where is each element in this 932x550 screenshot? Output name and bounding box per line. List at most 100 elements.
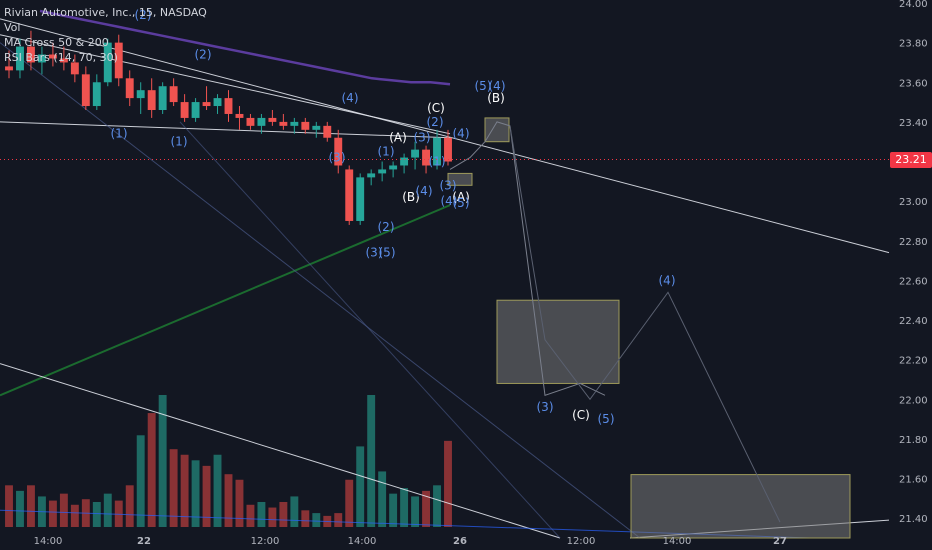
candle: [246, 113, 255, 130]
projection-path: [449, 121, 606, 397]
trendline: [0, 34, 451, 135]
candle-body: [81, 74, 90, 107]
candle-body: [290, 121, 299, 126]
volume-bar: [169, 449, 178, 527]
wave-label: (2): [427, 115, 444, 129]
volume-bar: [191, 460, 200, 527]
candle-body: [5, 66, 13, 71]
indicator-ma-cross[interactable]: MA Cross 50 & 200: [4, 36, 109, 49]
candle-body: [224, 98, 233, 114]
wave-label: (B): [402, 190, 420, 204]
candle: [389, 161, 398, 178]
price-tick-label: 22.60: [899, 276, 928, 287]
volume-bar: [70, 504, 79, 527]
candle: [202, 86, 211, 110]
wave-label: (2): [378, 220, 395, 234]
price-tick-label: 21.80: [899, 435, 928, 446]
indicator-rsi-bars[interactable]: RSI Bars (14, 70, 30): [4, 51, 118, 64]
candle: [158, 82, 167, 114]
candle-body: [257, 117, 266, 126]
trendline: [0, 363, 561, 539]
candle: [279, 113, 288, 130]
time-tick-label: 27: [773, 536, 787, 547]
wave-labels: (2)(2)(1)(1)(4)(3)(A) (3)(1)(B)(4)(1)(2)(…: [111, 8, 676, 426]
wave-label: (4): [659, 273, 676, 287]
candle-body: [400, 157, 409, 166]
volume-bar: [257, 501, 266, 527]
wave-label: (4): [441, 194, 458, 208]
wave-label: (A): [452, 190, 470, 204]
price-tick-label: 21.60: [899, 475, 928, 486]
volume-bar: [48, 500, 57, 527]
wave-label: (3): [414, 131, 431, 145]
wave-label: (3): [366, 246, 383, 260]
time-tick-label: 14:00: [348, 536, 377, 547]
candle-body: [389, 165, 398, 170]
volume-bar: [268, 507, 277, 527]
price-axis[interactable]: 24.0023.8023.6023.4023.2023.0022.8022.60…: [899, 0, 928, 525]
candle-body: [279, 121, 288, 126]
wave-label: (3): [329, 151, 346, 165]
volume-bar: [378, 471, 387, 527]
volume-bar: [279, 501, 288, 527]
price-tick-label: 23.00: [899, 197, 928, 208]
candle: [400, 153, 409, 174]
candle-body: [246, 117, 255, 126]
candle-body: [136, 90, 145, 99]
candle-body: [158, 86, 167, 110]
candle: [48, 42, 57, 67]
wave-label: (B): [487, 91, 505, 105]
price-tick-label: 21.40: [899, 514, 928, 525]
time-axis[interactable]: 14:00 22 12:00 14:00 26 12:00 14:00 27: [34, 536, 787, 547]
candle: [136, 82, 145, 114]
wave-label: (5): [598, 412, 615, 426]
wave-label: (1): [378, 145, 395, 159]
candle: [367, 169, 376, 186]
candle-body: [334, 137, 343, 166]
indicator-volume[interactable]: Vol: [4, 21, 21, 34]
wave-label: (C): [572, 408, 590, 422]
candle: [290, 117, 299, 134]
wave-label: (3): [440, 178, 457, 192]
wave-label: (2): [195, 47, 212, 61]
volume-bar: [433, 485, 441, 527]
candle-body: [16, 46, 24, 71]
trendline: [0, 121, 451, 139]
candle: [180, 94, 189, 122]
candle: [301, 117, 310, 134]
price-tick-label: 23.60: [899, 78, 928, 89]
projection-path: [509, 125, 781, 523]
candle: [70, 54, 79, 83]
symbol-title[interactable]: Rivian Automotive, Inc., 15, NASDAQ: [4, 6, 207, 19]
volume-bar: [202, 465, 211, 527]
wave-label: (3): [537, 400, 554, 414]
wave-label: (A): [389, 131, 407, 145]
candle-body: [411, 149, 420, 158]
volume-bar: [180, 454, 189, 527]
candle: [26, 30, 35, 71]
wave-label: (5): [453, 196, 470, 210]
volume-bar: [444, 440, 452, 527]
candle-body: [59, 58, 68, 63]
wave-label: (2): [135, 8, 152, 22]
wave-label: (4): [342, 91, 359, 105]
candle-body: [422, 149, 431, 166]
wave-label: (C): [427, 101, 445, 115]
volume-bar: [422, 490, 431, 527]
moving-averages: [0, 9, 451, 397]
volume-bar: [356, 446, 365, 527]
time-tick-label: 12:00: [567, 536, 596, 547]
candle: [378, 161, 387, 182]
current-price-label: 23.21: [890, 151, 932, 168]
projection-box: [496, 299, 620, 384]
candle: [323, 121, 332, 142]
candle: [59, 46, 68, 71]
wave-label: (5): [475, 79, 492, 93]
time-tick-label: 12:00: [251, 536, 280, 547]
ma-slow-line: [0, 204, 451, 397]
volume-bar: [411, 496, 420, 527]
candle: [224, 90, 233, 122]
volume-bar: [125, 485, 134, 527]
volume-bar: [345, 479, 354, 527]
